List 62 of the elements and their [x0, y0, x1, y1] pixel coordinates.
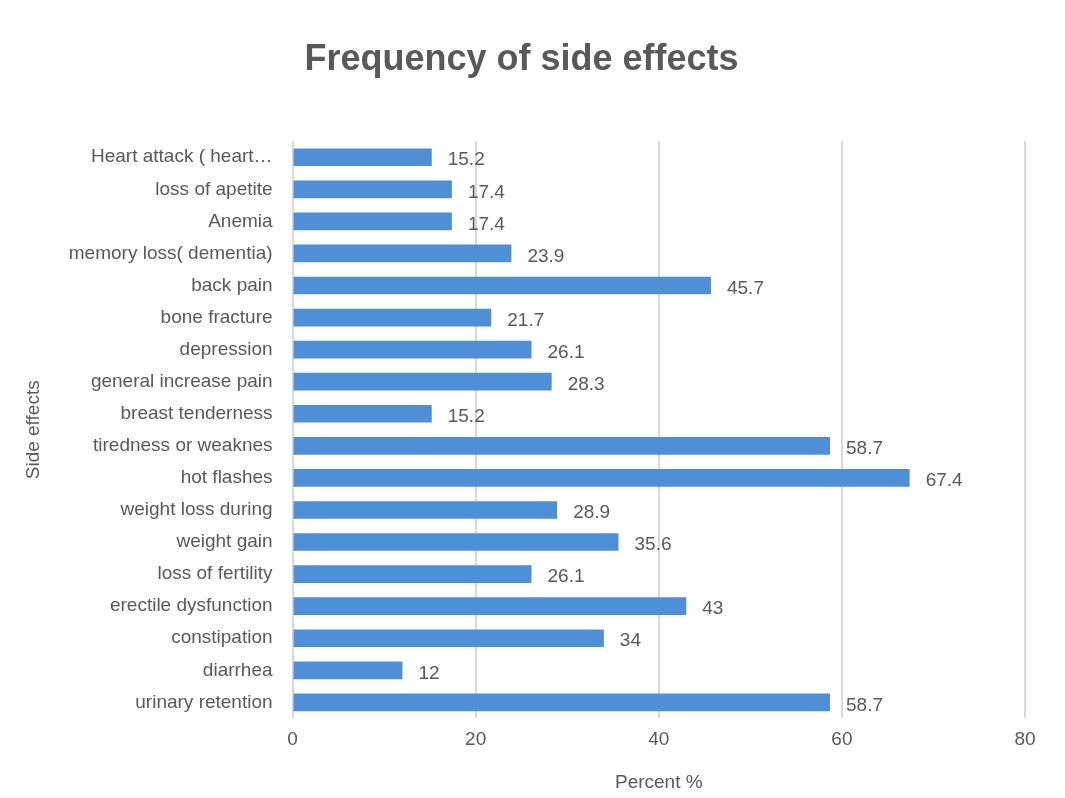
bar [293, 308, 492, 327]
bar [293, 180, 452, 199]
x-tick-label: 0 [287, 728, 298, 750]
y-tick-label: Anemia [208, 209, 274, 231]
y-tick-label: erectile dysfunction [109, 594, 273, 616]
bar [293, 404, 432, 423]
bar [293, 533, 619, 551]
y-tick-label: loss of fertility [157, 562, 274, 584]
bar [293, 629, 604, 648]
data-label: 15.2 [447, 148, 485, 170]
data-label: 45.7 [726, 276, 764, 298]
bar [293, 340, 532, 359]
y-tick-label: hot flashes [180, 466, 273, 488]
data-label: 26.1 [547, 565, 585, 587]
y-tick-label: Heart attack ( heart… [90, 145, 273, 167]
y-tick-label: diarrhea [202, 658, 273, 680]
y-tick-label: urinary retention [135, 690, 273, 712]
data-label: 17.4 [467, 180, 506, 202]
y-tick-label: tiredness or weaknes [93, 434, 273, 456]
bar [293, 693, 830, 712]
bar [293, 437, 830, 455]
data-label: 28.3 [567, 372, 605, 394]
bar [293, 148, 432, 167]
data-label: 58.7 [845, 693, 883, 715]
x-tick-label: 80 [1014, 728, 1036, 750]
y-tick-label: general increase pain [90, 369, 273, 391]
data-label: 58.7 [845, 437, 883, 459]
data-label: 15.2 [447, 405, 485, 426]
bar [293, 565, 532, 583]
bar [293, 469, 910, 487]
y-tick-label: breast tenderness [120, 402, 273, 423]
x-tick-label: 60 [831, 728, 853, 750]
bar [293, 212, 452, 231]
chart-title: Frequency of side effects [304, 36, 739, 78]
data-label: 26.1 [547, 340, 585, 362]
data-label: 35.6 [634, 533, 672, 555]
data-label: 28.9 [573, 501, 611, 523]
y-tick-label: back pain [191, 273, 273, 295]
bar [293, 501, 558, 519]
x-tick-label: 20 [465, 728, 487, 750]
y-tick-label: weight gain [175, 530, 273, 552]
data-label: 34 [619, 629, 642, 651]
x-axis-title: Percent % [614, 770, 703, 792]
y-tick-label: memory loss( dementia) [68, 241, 273, 263]
bar [293, 244, 512, 263]
data-label: 17.4 [467, 212, 506, 234]
bar [293, 276, 711, 295]
y-tick-label: weight loss during [119, 498, 273, 520]
y-tick-label: depression [179, 337, 273, 359]
bar [293, 597, 687, 615]
x-tick-label: 40 [648, 728, 670, 750]
data-label: 21.7 [507, 308, 545, 330]
y-tick-label: loss of apetite [155, 177, 273, 199]
bar [293, 661, 403, 680]
bar [293, 372, 552, 391]
y-tick-label: constipation [171, 626, 273, 648]
data-label: 67.4 [925, 469, 964, 491]
data-label: 23.9 [527, 244, 565, 266]
data-label: 12 [418, 661, 440, 683]
y-axis-title: Side effects [21, 380, 43, 480]
y-tick-label: bone fracture [160, 305, 273, 327]
data-label: 43 [702, 597, 724, 619]
